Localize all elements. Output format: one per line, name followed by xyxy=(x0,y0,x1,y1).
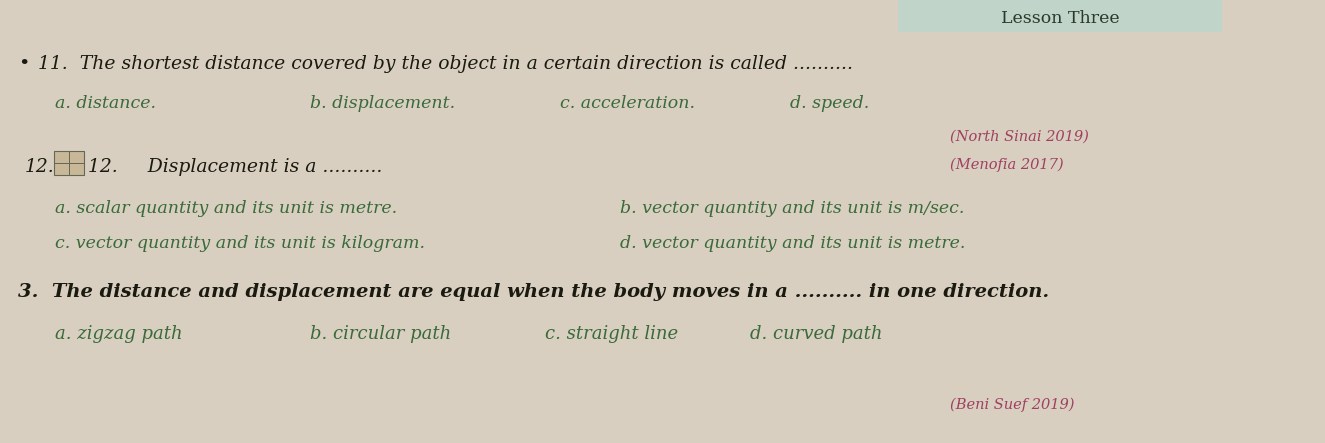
Text: c. acceleration.: c. acceleration. xyxy=(560,95,696,112)
FancyBboxPatch shape xyxy=(54,151,83,175)
FancyBboxPatch shape xyxy=(898,0,1222,32)
Text: Lesson Three: Lesson Three xyxy=(1000,10,1120,27)
Text: 12.: 12. xyxy=(25,158,54,176)
Text: b. displacement.: b. displacement. xyxy=(310,95,454,112)
Text: c. vector quantity and its unit is kilogram.: c. vector quantity and its unit is kilog… xyxy=(56,235,425,252)
Text: 3.  The distance and displacement are equal when the body moves in a .......... : 3. The distance and displacement are equ… xyxy=(19,283,1049,301)
Text: a. zigzag path: a. zigzag path xyxy=(56,325,183,343)
Text: d. curved path: d. curved path xyxy=(750,325,882,343)
Text: b. vector quantity and its unit is m/sec.: b. vector quantity and its unit is m/sec… xyxy=(620,200,965,217)
Text: b. circular path: b. circular path xyxy=(310,325,452,343)
Text: (Beni Suef 2019): (Beni Suef 2019) xyxy=(950,398,1075,412)
Text: d. speed.: d. speed. xyxy=(790,95,869,112)
Text: d. vector quantity and its unit is metre.: d. vector quantity and its unit is metre… xyxy=(620,235,966,252)
Text: (North Sinai 2019): (North Sinai 2019) xyxy=(950,130,1089,144)
Text: c. straight line: c. straight line xyxy=(545,325,678,343)
Text: •: • xyxy=(19,55,29,73)
Text: a. scalar quantity and its unit is metre.: a. scalar quantity and its unit is metre… xyxy=(56,200,398,217)
Text: a. distance.: a. distance. xyxy=(56,95,156,112)
Text: (Menofia 2017): (Menofia 2017) xyxy=(950,158,1064,172)
Text: 11.  The shortest distance covered by the object in a certain direction is calle: 11. The shortest distance covered by the… xyxy=(38,55,853,73)
Text: 12.     Displacement is a ..........: 12. Displacement is a .......... xyxy=(87,158,383,176)
